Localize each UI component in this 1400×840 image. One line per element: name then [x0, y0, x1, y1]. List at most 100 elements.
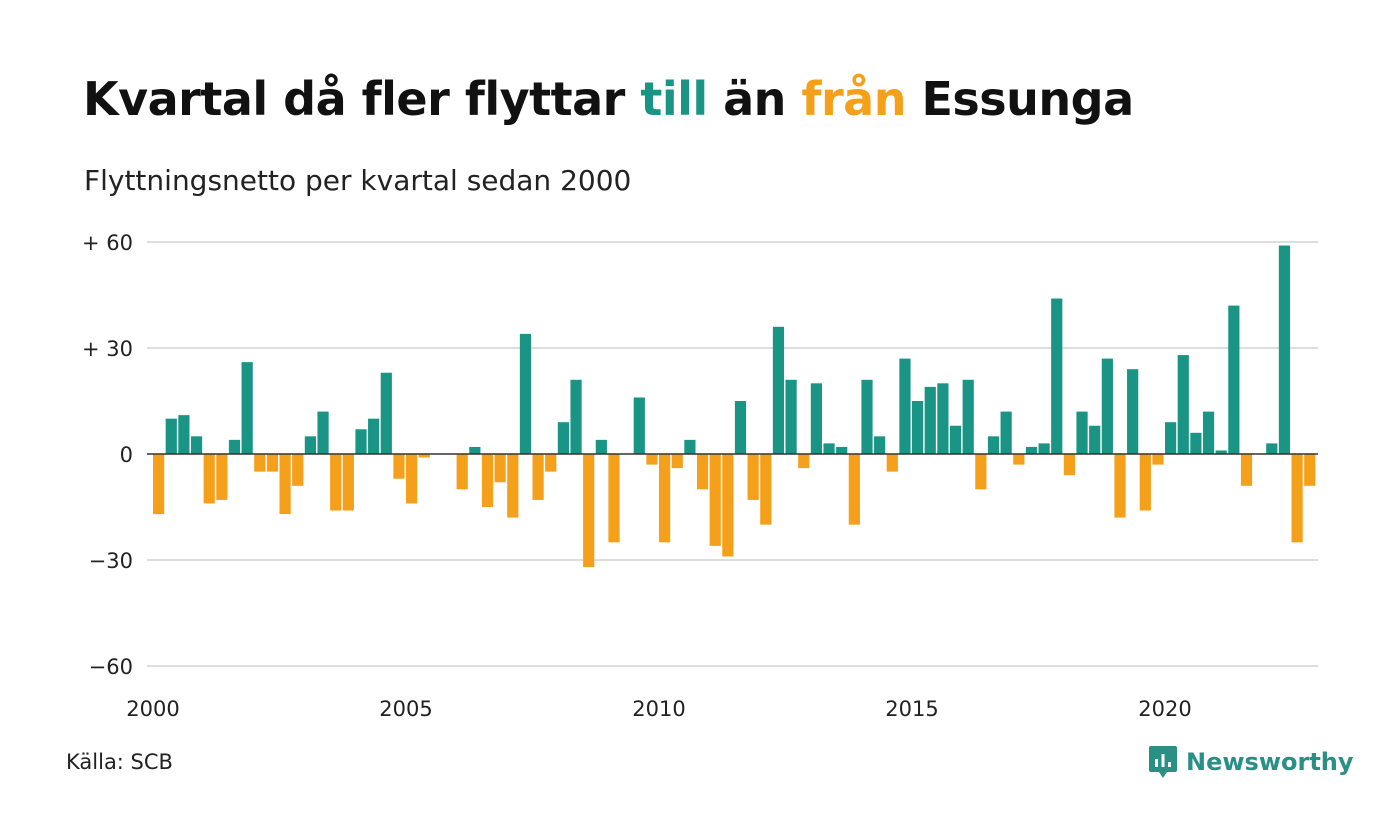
bar-negative	[608, 454, 620, 543]
bar-positive	[304, 436, 316, 454]
bar-negative	[722, 454, 734, 557]
bar-positive	[633, 397, 645, 454]
bar-positive	[836, 446, 848, 454]
bar-positive	[1127, 369, 1139, 454]
bar-negative	[153, 454, 165, 515]
bar-positive	[1000, 411, 1012, 454]
bar-negative	[1304, 454, 1316, 486]
bar-positive	[924, 386, 936, 454]
bar-negative	[507, 454, 519, 518]
bar-positive	[1025, 446, 1038, 454]
bar-negative	[418, 454, 430, 458]
bar-positive	[1051, 298, 1063, 454]
bar-positive	[190, 436, 203, 454]
bar-positive	[1101, 358, 1113, 454]
bar-negative	[393, 454, 405, 479]
bar-positive	[165, 418, 177, 454]
bar-positive	[595, 439, 607, 454]
bar-positive	[317, 411, 329, 454]
bar-negative	[646, 454, 658, 465]
x-tick-label: 2000	[126, 697, 179, 721]
title-word-fran: från	[801, 72, 906, 126]
bar-negative	[481, 454, 494, 507]
bar-positive	[987, 436, 1000, 454]
bar-positive	[874, 436, 886, 454]
bar-positive	[368, 418, 380, 454]
bar-negative	[659, 454, 671, 543]
x-tick-label: 2010	[632, 697, 685, 721]
bar-positive	[1228, 305, 1240, 454]
newsworthy-logo-icon	[1149, 746, 1177, 778]
bar-positive	[241, 362, 253, 454]
bar-negative	[494, 454, 506, 483]
bar-positive	[380, 372, 392, 454]
source-note: Källa: SCB	[66, 750, 173, 774]
bar-negative	[1013, 454, 1025, 465]
bar-positive	[1165, 422, 1177, 454]
bar-negative	[203, 454, 215, 504]
bar-negative	[760, 454, 772, 525]
bar-positive	[949, 425, 962, 454]
x-tick-label: 2020	[1138, 697, 1191, 721]
bar-negative	[406, 454, 418, 504]
bar-positive	[1089, 425, 1101, 454]
bar-positive	[734, 401, 747, 454]
bar-positive	[1190, 432, 1202, 454]
bar-negative	[342, 454, 354, 511]
bar-positive	[1177, 355, 1189, 454]
bar-negative	[532, 454, 544, 500]
bar-negative	[456, 454, 468, 490]
bar-negative	[279, 454, 291, 515]
bar-negative	[254, 454, 266, 472]
bar-positive	[810, 383, 822, 454]
bar-positive	[861, 379, 873, 454]
bar-negative	[1139, 454, 1151, 511]
bar-positive	[684, 439, 696, 454]
bar-positive	[823, 443, 835, 454]
title-part-3: Essunga	[905, 72, 1134, 126]
bar-positive	[772, 326, 785, 454]
chart-subtitle: Flyttningsnetto per kvartal sedan 2000	[84, 164, 632, 197]
bar-positive	[899, 358, 911, 454]
bar-positive	[228, 439, 241, 454]
bar-negative	[848, 454, 860, 525]
bar-negative	[671, 454, 683, 469]
x-tick-label: 2005	[379, 697, 432, 721]
bar-negative	[266, 454, 279, 472]
bar-positive	[1215, 450, 1227, 454]
y-tick-label: + 30	[82, 337, 133, 361]
brand-logo: Newsworthy	[1148, 742, 1354, 782]
bar-negative	[292, 454, 304, 486]
bar-positive	[1266, 443, 1278, 454]
bar-positive	[1038, 443, 1050, 454]
bar-negative	[1114, 454, 1126, 518]
bar-negative	[1240, 454, 1253, 486]
y-tick-label: −60	[89, 655, 133, 679]
bar-positive	[570, 379, 582, 454]
y-tick-label: −30	[89, 549, 133, 573]
bar-negative	[583, 454, 595, 568]
bar-positive	[1278, 245, 1291, 454]
y-tick-label: + 60	[82, 231, 133, 255]
bar-positive	[962, 379, 974, 454]
bar-negative	[975, 454, 987, 490]
bar-positive	[785, 379, 797, 454]
bar-positive	[1076, 411, 1088, 454]
bar-negative	[886, 454, 898, 472]
bar-negative	[798, 454, 810, 469]
bar-negative	[545, 454, 557, 472]
bar-negative	[696, 454, 709, 490]
title-part-1: Kvartal då fler flyttar	[83, 72, 641, 126]
title-part-2: än	[707, 72, 802, 126]
brand-name: Newsworthy	[1186, 748, 1354, 776]
x-tick-label: 2015	[885, 697, 938, 721]
bar-positive	[912, 401, 924, 454]
bar-negative	[330, 454, 342, 511]
chart-title: Kvartal då fler flyttar till än från Ess…	[83, 72, 1134, 126]
bar-positive	[469, 446, 481, 454]
y-tick-label: 0	[120, 443, 133, 467]
bar-negative	[747, 454, 759, 500]
bar-positive	[519, 333, 532, 454]
bar-positive	[937, 383, 949, 454]
